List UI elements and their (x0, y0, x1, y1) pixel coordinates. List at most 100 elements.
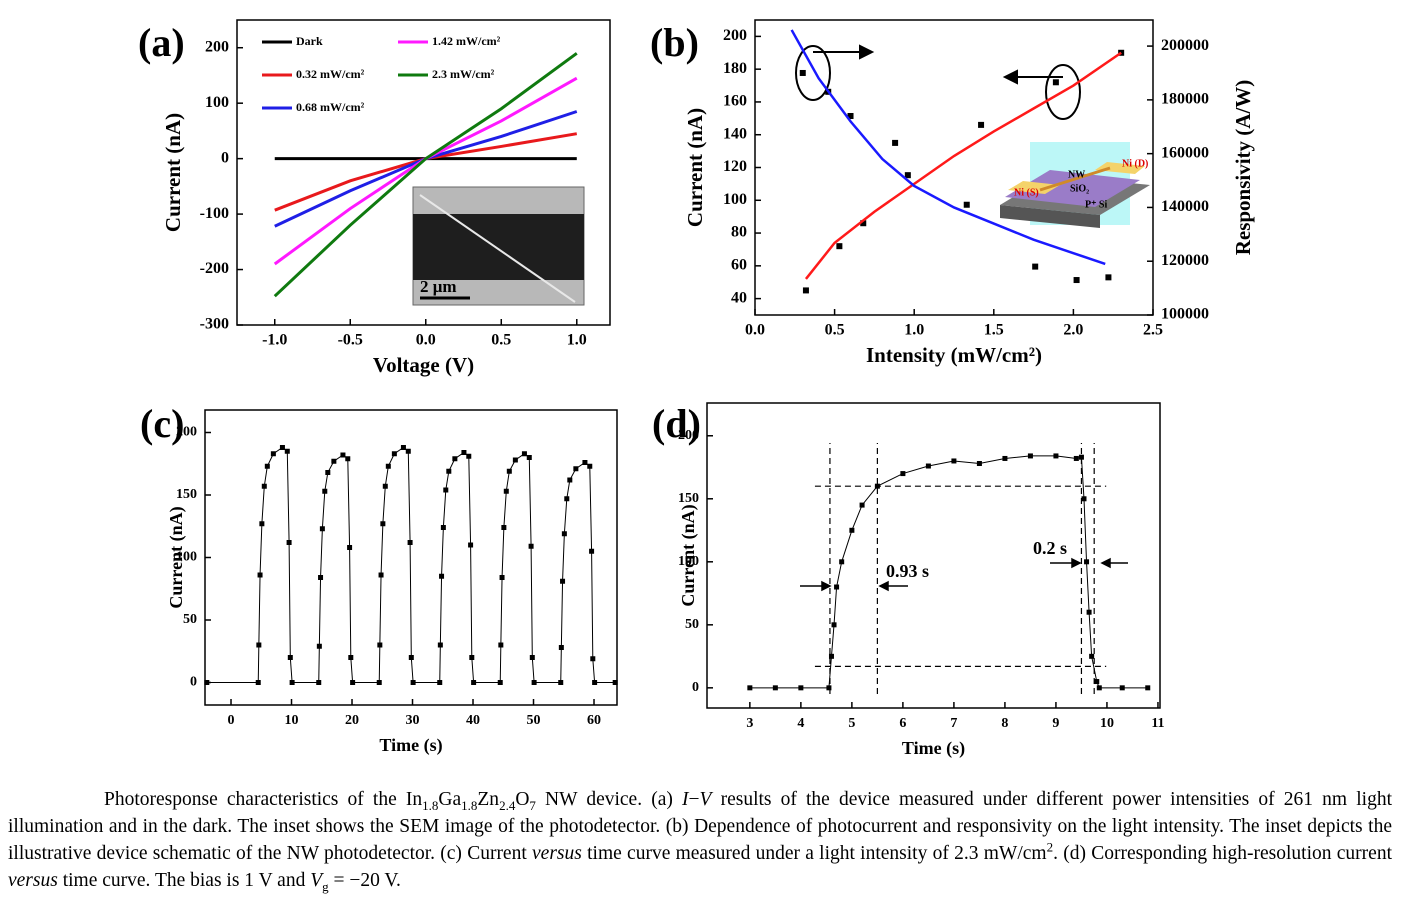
x-tick-label: 50 (527, 713, 541, 728)
data-point (380, 521, 386, 527)
caption-text: = −20 V. (328, 870, 401, 891)
data-point (443, 487, 449, 493)
y-tick-label: 200 (678, 428, 699, 443)
data-point (1073, 455, 1079, 461)
y-axis-title: Current (nA) (683, 108, 707, 227)
data-point (340, 452, 346, 458)
panel-label: (b) (650, 20, 699, 65)
data-point (925, 463, 931, 469)
y-axis-title: Current (nA) (161, 113, 185, 232)
data-point (506, 468, 512, 474)
data-point (350, 680, 356, 685)
x-tick-label: 60 (587, 713, 601, 728)
x-tick-label: 40 (466, 713, 480, 728)
data-point (466, 453, 472, 459)
y-tick-label: -300 (200, 316, 229, 333)
data-point (558, 680, 564, 685)
data-point (874, 483, 880, 489)
x-tick-label: -1.0 (262, 332, 287, 349)
y2-tick-label: 140000 (1161, 198, 1209, 215)
x-tick-label: 7 (950, 716, 957, 731)
data-point (1084, 559, 1090, 565)
figure: 2 μm NW Ni (D) Ni (S) SiO₂ P⁺ Si 0.93 s … (138, 19, 1255, 759)
x-tick-label: 0.5 (825, 322, 845, 339)
x-tick-label: 4 (797, 716, 804, 731)
data-point (826, 685, 832, 691)
data-point (446, 468, 452, 474)
x-tick-label: 0.5 (491, 332, 511, 349)
caption-text: 2.4 (499, 797, 516, 813)
data-point (561, 531, 567, 537)
data-point (325, 470, 331, 475)
data-point (567, 477, 573, 483)
y2-tick-label: 120000 (1161, 252, 1209, 269)
data-point (391, 451, 397, 457)
x-tick-label: 20 (345, 713, 359, 728)
data-point (1053, 453, 1059, 459)
x-tick-label: 2.0 (1063, 322, 1083, 339)
data-point (747, 685, 753, 691)
data-point (439, 573, 445, 579)
data-point (839, 559, 845, 565)
y-tick-label: 140 (723, 125, 747, 142)
data-point (1086, 609, 1092, 615)
x-axis-title: Time (s) (902, 738, 965, 759)
data-point (849, 527, 855, 533)
data-point (319, 526, 325, 532)
data-point (836, 243, 843, 250)
x-tick-label: 1.0 (567, 332, 587, 349)
y-tick-label: -200 (200, 260, 229, 277)
data-point (582, 460, 588, 465)
data-point (1094, 679, 1100, 685)
x-tick-label: 6 (899, 716, 906, 731)
x-tick-label: 0.0 (416, 332, 436, 349)
panel-label: (d) (652, 401, 701, 446)
y-tick-label: 120 (723, 158, 747, 175)
data-point (316, 680, 322, 685)
caption-text: versus (8, 870, 58, 891)
data-point (834, 584, 840, 590)
data-point (799, 69, 806, 76)
x-tick-label: 0 (228, 713, 235, 728)
legend-label: 0.32 mW/cm² (296, 67, 365, 81)
inset-label: NW (1068, 169, 1085, 180)
data-point (521, 451, 527, 457)
data-point (437, 642, 443, 648)
data-point (531, 680, 537, 685)
data-point (951, 458, 957, 464)
data-point (347, 545, 353, 550)
data-point (503, 488, 509, 494)
data-point (261, 483, 267, 489)
data-point (526, 455, 532, 460)
panel-label: (a) (138, 20, 185, 65)
data-point (318, 575, 324, 580)
data-point (497, 680, 503, 685)
y-tick-label: 150 (678, 491, 699, 506)
annotation: 0.2 s (1033, 538, 1067, 558)
caption-text: I (682, 789, 689, 810)
inset-label: SiO₂ (1070, 183, 1089, 194)
y2-tick-label: 200000 (1161, 37, 1209, 54)
data-point (528, 543, 534, 549)
data-point (802, 287, 809, 294)
x-tick-label: 30 (406, 713, 420, 728)
y2-tick-label: 160000 (1161, 144, 1209, 161)
data-point (259, 521, 265, 527)
y-tick-label: 150 (176, 487, 197, 502)
caption-text: V (699, 789, 712, 810)
data-point (860, 220, 867, 227)
x-tick-label: 2.5 (1143, 322, 1163, 339)
x-tick-label: 1.0 (904, 322, 924, 339)
y-tick-label: 200 (205, 38, 229, 55)
axis-indicators (795, 44, 1081, 120)
data-point (284, 448, 290, 454)
caption-text: time curve measured under a light intens… (581, 843, 1047, 864)
data-point (405, 448, 411, 454)
data-point (904, 172, 911, 179)
data-point (408, 655, 414, 660)
y-tick-label: 80 (731, 224, 747, 241)
data-point (400, 445, 406, 450)
data-point (828, 653, 834, 659)
data-point (471, 680, 477, 685)
caption-text: Ga (438, 789, 462, 810)
